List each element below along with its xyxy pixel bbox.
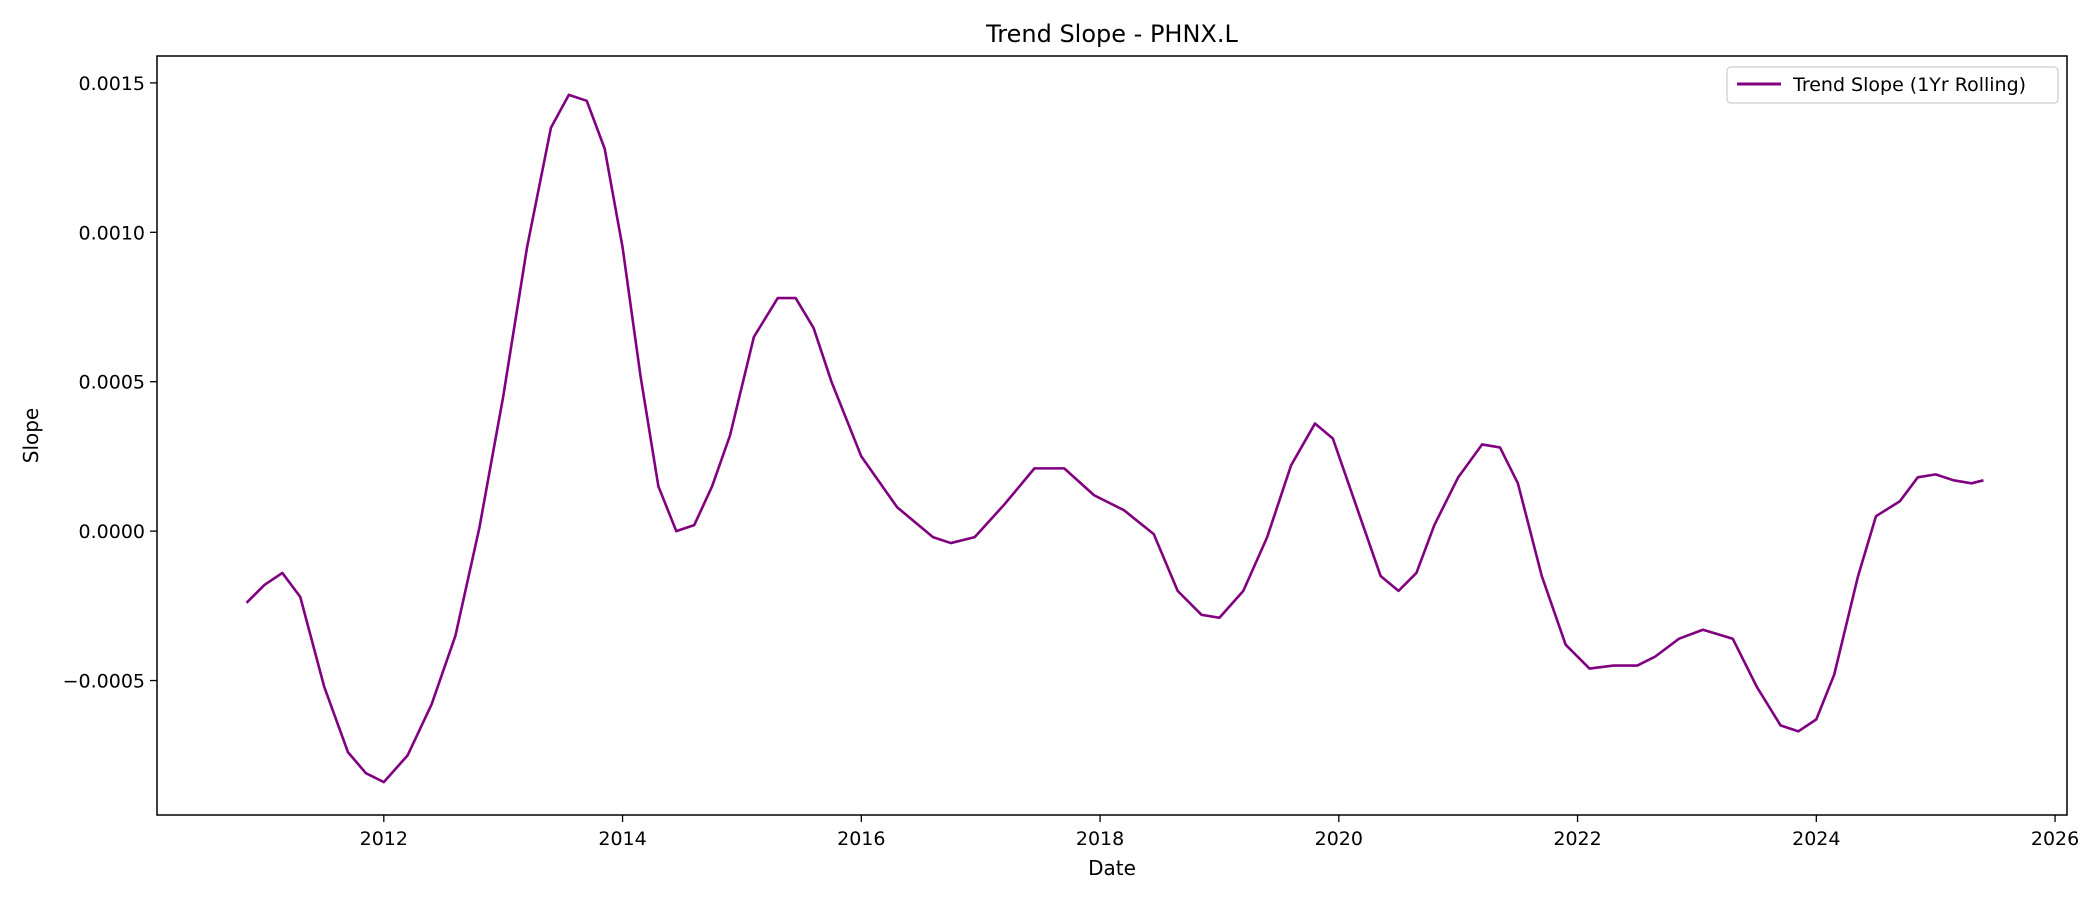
y-axis-title: Slope: [19, 408, 43, 464]
x-tick-label: 2014: [598, 828, 646, 850]
x-axis-title: Date: [1088, 856, 1136, 880]
x-tick-label: 2026: [2031, 828, 2079, 850]
x-tick-label: 2012: [360, 828, 408, 850]
legend-label: Trend Slope (1Yr Rolling): [1792, 74, 2026, 96]
y-tick-label: 0.0005: [79, 372, 145, 394]
y-tick-label: 0.0015: [79, 73, 145, 95]
x-tick-label: 2016: [837, 828, 885, 850]
y-tick-label: 0.0010: [79, 222, 145, 244]
x-tick-label: 2024: [1792, 828, 1840, 850]
x-tick-label: 2020: [1315, 828, 1363, 850]
x-tick-label: 2022: [1553, 828, 1601, 850]
x-axis: 2012 2014 2016 2018 2020 2022 2024 2026: [360, 815, 2079, 850]
y-axis: −0.0005 0.0000 0.0005 0.0010 0.0015: [63, 73, 157, 693]
legend: Trend Slope (1Yr Rolling): [1726, 66, 2059, 104]
y-tick-label: 0.0000: [79, 521, 145, 543]
series-line-0: [245, 93, 1984, 784]
y-tick-label: −0.0005: [63, 671, 145, 693]
chart-title: Trend Slope - PHNX.L: [985, 20, 1238, 48]
legend-box: [1726, 66, 2059, 104]
x-tick-label: 2018: [1076, 828, 1124, 850]
plot-frame: [156, 55, 2068, 816]
plot-area: [156, 55, 2068, 816]
